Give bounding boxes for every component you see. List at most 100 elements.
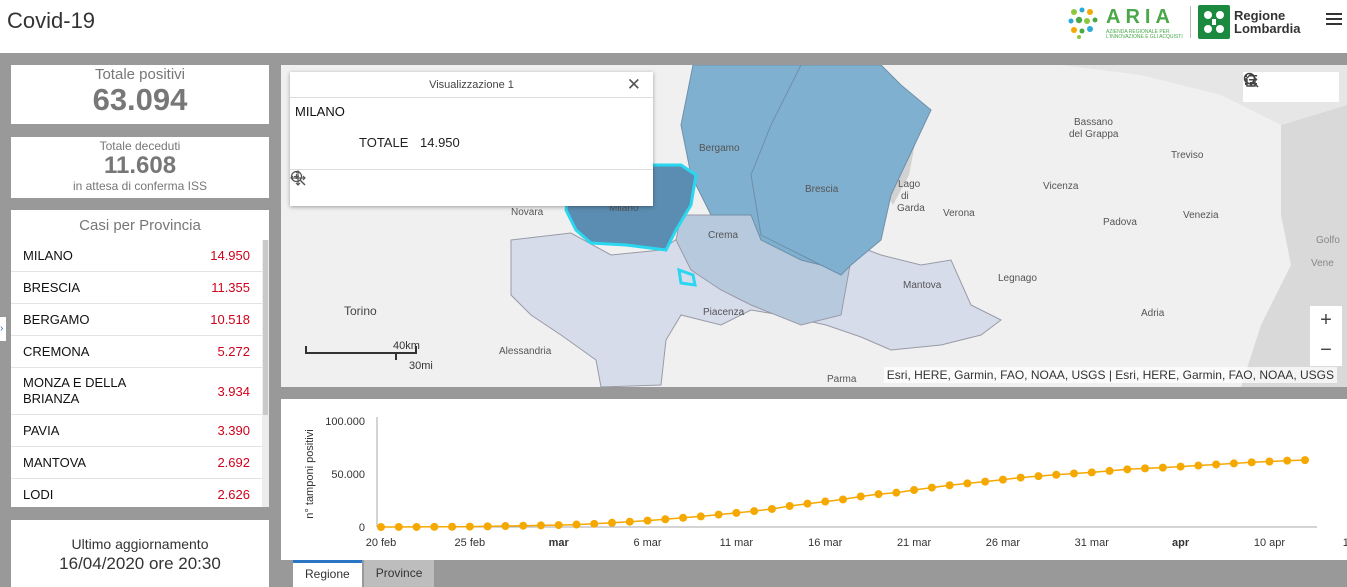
cases-line-chart[interactable]: 0 50.000 100.000 n° tamponi positivi 20 feb 2… [281, 399, 1347, 560]
map-label-piacenza: Piacenza [703, 307, 745, 318]
data-point [643, 516, 652, 525]
x-tick-label: 11 mar [720, 537, 754, 549]
map-canvas[interactable] [281, 65, 1347, 387]
aria-logo-text: ARIA [1106, 6, 1175, 28]
data-point [856, 492, 865, 501]
popup-actions [290, 169, 653, 206]
data-point [1034, 472, 1043, 481]
data-point [927, 483, 936, 492]
x-tick-label: mar [549, 537, 570, 549]
home-icon[interactable] [1244, 72, 1307, 102]
map-label-venezia: Venezia [1183, 210, 1219, 221]
scrollbar-thumb[interactable] [263, 240, 268, 415]
map-label-legnago: Legnago [998, 273, 1037, 284]
province-map[interactable]: Bassano del Grappa Treviso Bergamo Bresc… [281, 65, 1347, 387]
popup-title: MILANO [295, 104, 345, 119]
regione-lombardia-logo[interactable]: Regione Lombardia [1198, 5, 1313, 41]
map-label-vicenza: Vicenza [1043, 181, 1079, 192]
data-point [1016, 473, 1025, 482]
data-point [839, 495, 847, 504]
province-value: 14.950 [210, 248, 250, 263]
map-zoom-controls: + − [1310, 306, 1342, 366]
province-row[interactable]: MANTOVA 2.692 [11, 447, 262, 479]
zoom-out-button[interactable]: − [1320, 339, 1332, 361]
data-point [945, 481, 954, 490]
data-point [590, 519, 599, 528]
pan-move-icon[interactable] [290, 170, 330, 206]
province-value: 3.390 [217, 423, 250, 438]
data-point [1176, 462, 1185, 471]
aria-logo[interactable]: ARIA AZIENDA REGIONALE PER L'INNOVAZIONE… [1066, 4, 1186, 42]
tab-regione[interactable]: Regione [293, 560, 362, 587]
data-point [767, 504, 776, 513]
data-point [998, 475, 1007, 484]
scale-mi-label: 30mi [409, 360, 433, 372]
data-point [483, 522, 492, 531]
map-label-bergamo: Bergamo [699, 143, 740, 154]
zoom-to-icon[interactable] [290, 170, 362, 206]
series-line [381, 459, 1306, 528]
popup-field-value: 14.950 [420, 135, 460, 150]
data-point [1141, 464, 1150, 473]
hamburger-icon[interactable] [1326, 10, 1346, 30]
province-row[interactable]: BERGAMO 10.518 [11, 304, 262, 336]
province-value: 3.934 [217, 383, 250, 399]
province-row[interactable]: PAVIA 3.390 [11, 415, 262, 447]
map-popup: Visualizzazione 1 ✕ MILANO TOTALE 14.950 [290, 72, 653, 206]
province-value: 5.272 [217, 344, 250, 359]
province-name: MANTOVA [23, 454, 87, 470]
province-name: BRESCIA [23, 279, 81, 295]
province-row[interactable]: LODI 2.626 [11, 479, 262, 507]
map-label-milano: Milano [609, 203, 639, 214]
data-point [874, 490, 883, 499]
data-point [963, 479, 972, 488]
kpi-totale-deceduti: Totale deceduti 11.608 in attesa di conf… [11, 137, 269, 198]
province-row[interactable]: MILANO 14.950 [11, 240, 262, 272]
legend-list-icon[interactable] [1245, 72, 1339, 102]
popup-header-title: Visualizzazione 1 [429, 79, 514, 91]
province-row[interactable]: BRESCIA 11.355 [11, 272, 262, 304]
map-province-brescia[interactable] [750, 65, 932, 276]
regione-lombardia-emblem-icon [1198, 5, 1230, 39]
data-point [732, 508, 741, 517]
province-name: LODI [23, 486, 54, 502]
province-name: MONZA E DELLA BRIANZA [23, 375, 126, 406]
province-list[interactable]: MILANO 14.950 BRESCIA 11.355 BERGAMO 10.518 CR… [11, 240, 262, 507]
province-list-scrollbar[interactable] [262, 240, 269, 507]
province-list-title: Casi per Provincia [79, 217, 201, 234]
regione-lombardia-text: Regione Lombardia [1234, 9, 1300, 35]
data-point [661, 515, 670, 524]
close-icon[interactable]: ✕ [626, 75, 641, 94]
map-label-torino: Torino [344, 304, 377, 318]
x-tick-label: 26 mar [986, 537, 1021, 549]
data-point [1247, 458, 1256, 467]
regione-lombardia-line2: Lombardia [1234, 21, 1301, 36]
x-tick-label: 31 mar [1075, 537, 1110, 549]
data-point [1158, 463, 1167, 472]
x-tick-label: 15 apr [1343, 537, 1347, 549]
x-tick-label: 21 mar [897, 537, 932, 549]
data-point [536, 521, 545, 530]
map-label-golfo: Golfo [1316, 235, 1340, 246]
zoom-in-button[interactable]: + [1320, 309, 1332, 331]
last-update-panel: Ultimo aggiornamento 16/04/2020 ore 20:3… [11, 520, 269, 587]
regione-lombardia-line1: Regione [1234, 8, 1286, 23]
province-name: PAVIA [23, 422, 60, 438]
data-point [1212, 460, 1221, 469]
y-tick-label: 100.000 [325, 416, 365, 428]
province-row[interactable]: CREMONA 5.272 [11, 336, 262, 368]
kpi-positivi-value: 63.094 [92, 82, 188, 117]
data-point [448, 522, 457, 531]
kpi-positivi-label: Totale positivi [94, 66, 186, 83]
province-name: CREMONA [23, 343, 90, 359]
data-point [696, 512, 705, 521]
province-value: 2.692 [217, 455, 250, 470]
chevron-right-icon[interactable]: › [0, 317, 6, 341]
kpi-totale-positivi: Totale positivi 63.094 [11, 65, 269, 124]
tab-province[interactable]: Province [363, 560, 435, 587]
map-label-novara: Novara [511, 207, 544, 218]
province-row[interactable]: MONZA E DELLA BRIANZA 3.934 [11, 368, 262, 415]
map-label-brescia: Brescia [805, 184, 839, 195]
data-point [1087, 468, 1096, 477]
logo-divider [1190, 6, 1191, 38]
